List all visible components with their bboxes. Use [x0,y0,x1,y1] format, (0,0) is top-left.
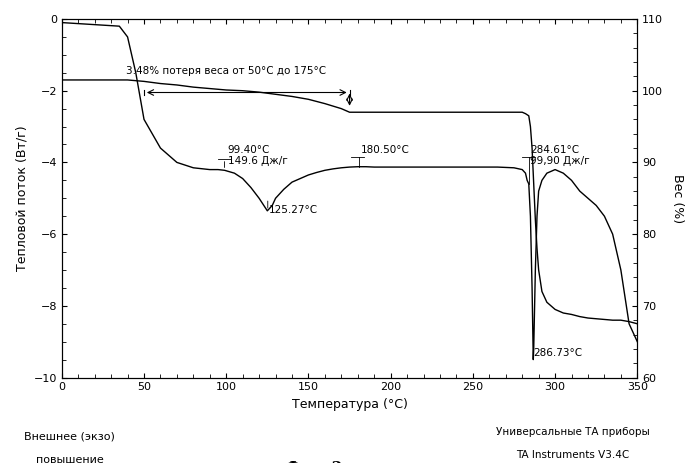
Text: 284.61°C: 284.61°C [531,145,579,156]
Text: Универсальные ТА приборы: Универсальные ТА приборы [496,427,650,437]
Text: 180.50°C: 180.50°C [361,145,410,156]
Y-axis label: Тепловой поток (Вт/г): Тепловой поток (Вт/г) [15,125,28,271]
Text: Фиг. 2: Фиг. 2 [287,461,343,463]
Text: Внешнее (экзо): Внешнее (экзо) [24,432,115,442]
Text: TA Instruments V3.4C: TA Instruments V3.4C [517,450,630,460]
Y-axis label: Вес (%): Вес (%) [671,174,684,223]
Text: повышение: повышение [36,455,103,463]
Text: 286.73°C: 286.73°C [534,348,583,358]
Text: 99,90 Дж/г: 99,90 Дж/г [531,156,590,166]
Text: 125.27°C: 125.27°C [269,205,318,215]
Text: 99.40°C: 99.40°C [228,145,271,156]
Text: 3.48% потеря веса от 50°C до 175°C: 3.48% потеря веса от 50°C до 175°C [126,66,326,76]
X-axis label: Температура (°C): Температура (°C) [291,398,408,411]
Text: 149.6 Дж/г: 149.6 Дж/г [228,156,287,166]
